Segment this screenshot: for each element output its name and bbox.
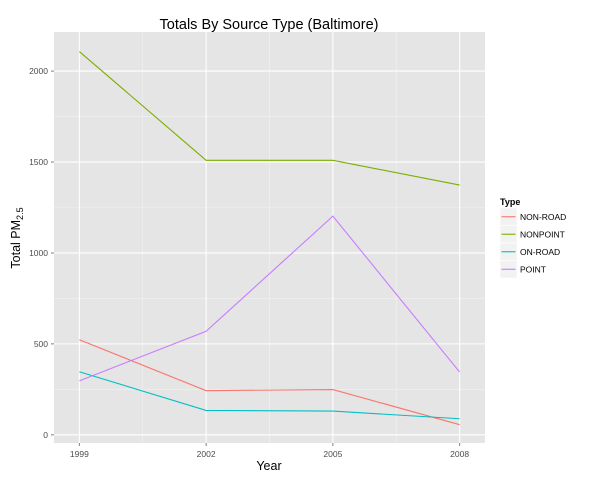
series-line-on-road [79,371,460,420]
series-line-point [79,215,461,382]
y-tick-label: 2000 [29,66,48,76]
y-axis-label-subscript: 2.5 [15,207,25,220]
x-tick-label: 2002 [197,449,216,459]
x-axis-label: Year [256,459,281,473]
y-axis: 0 500 1000 1500 2000 [29,66,54,440]
minor-grid [54,32,485,443]
y-axis-label: Total PM2.5 [9,207,25,268]
y-tick-label: 1500 [29,157,48,167]
y-tick-label: 1000 [29,248,48,258]
chart-title: Totals By Source Type (Baltimore) [160,17,379,33]
legend-label-nonpoint: NONPOINT [520,229,565,239]
y-tick-label: 500 [34,339,48,349]
legend-label-on-road: ON-ROAD [520,247,560,257]
y-axis-label-main: Total PM [9,220,23,269]
y-tick-label: 0 [43,430,48,440]
x-axis: 1999 2002 2005 2008 [70,443,469,459]
x-tick-label: 2005 [323,449,342,459]
series-line-nonpoint [78,51,460,186]
major-grid [54,32,485,443]
series-lines [78,51,461,426]
legend-label-non-road: NON-ROAD [520,212,566,222]
x-tick-label: 2008 [450,449,469,459]
legend: Type NON-ROAD NONPOINT ON-ROAD POINT [499,197,566,279]
legend-title: Type [500,197,520,207]
legend-label-point: POINT [520,264,546,274]
series-line-non-road [79,339,460,426]
x-tick-label: 1999 [70,449,89,459]
